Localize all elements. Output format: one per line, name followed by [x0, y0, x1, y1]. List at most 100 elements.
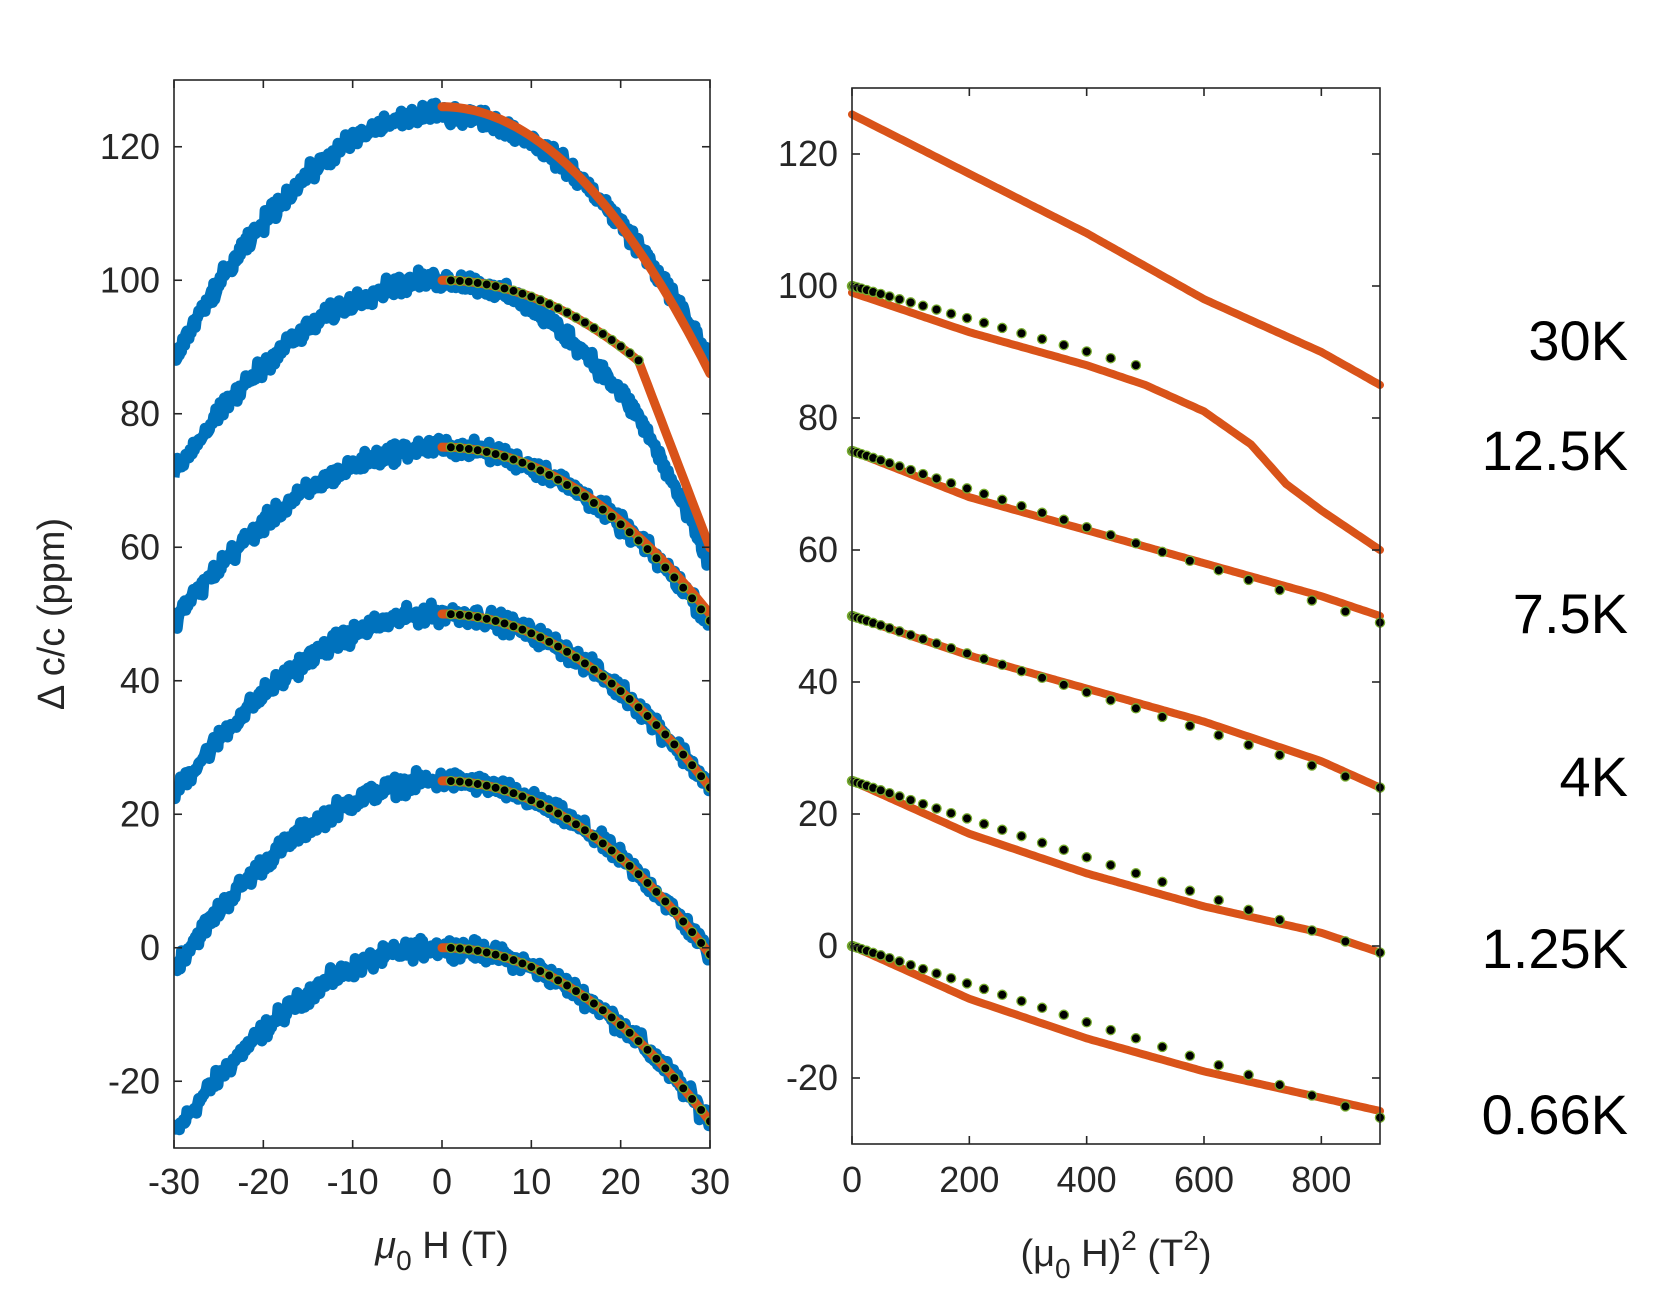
- fit-marker: [552, 641, 564, 652]
- fit-marker: [931, 638, 942, 649]
- fit-marker: [1243, 574, 1254, 586]
- left-plot-area: [174, 97, 710, 1136]
- fit-marker: [1016, 830, 1027, 842]
- fit-marker: [875, 950, 886, 961]
- fit-marker: [454, 943, 466, 954]
- fit-marker: [917, 798, 929, 810]
- fit-marker: [454, 609, 466, 621]
- fit-marker: [535, 632, 546, 643]
- fit-marker: [978, 488, 990, 500]
- right-x-tick-labels: 0 200 400 600 800: [842, 1159, 1351, 1200]
- fit-marker: [669, 905, 680, 917]
- right-y-tick-label: 40: [798, 661, 838, 702]
- fit-marker: [1306, 925, 1318, 936]
- fit-marker: [1340, 606, 1351, 617]
- fit-marker: [905, 629, 916, 641]
- fit-marker: [1213, 729, 1224, 741]
- right-x-tick-label: 200: [939, 1159, 999, 1200]
- fit-marker: [615, 685, 626, 697]
- fit-line: [848, 110, 1384, 389]
- fit-curve-right-1.25K: [848, 777, 1384, 957]
- fit-marker: [588, 322, 600, 334]
- fit-marker: [1184, 720, 1196, 732]
- fit-marker: [588, 664, 600, 675]
- fit-marker: [481, 947, 492, 958]
- fit-marker: [445, 608, 457, 620]
- fit-marker: [1058, 339, 1070, 351]
- fit-marker: [677, 582, 689, 593]
- right-y-tick-label: -20: [786, 1057, 838, 1098]
- fit-marker: [588, 497, 600, 509]
- fit-marker: [1184, 1050, 1196, 1062]
- right-x-tick-label: 800: [1291, 1159, 1351, 1200]
- right-x-tick-label: 0: [842, 1159, 862, 1200]
- fit-marker: [570, 652, 582, 663]
- left-y-tick-label: 100: [100, 259, 160, 300]
- fit-marker: [517, 457, 528, 468]
- fit-marker: [945, 972, 957, 984]
- fit-marker: [588, 998, 600, 1009]
- fit-marker: [1243, 904, 1254, 916]
- fit-marker: [561, 646, 573, 658]
- fit-marker: [651, 1053, 662, 1065]
- fit-marker: [490, 448, 501, 460]
- fit-marker: [624, 526, 635, 538]
- fit-marker: [660, 562, 671, 573]
- fit-marker: [499, 951, 510, 963]
- fit-marker: [579, 991, 591, 1003]
- fit-marker: [875, 288, 886, 300]
- fit-marker: [686, 593, 698, 604]
- fit-marker: [704, 949, 710, 960]
- fit-marker: [463, 944, 475, 955]
- right-y-tick-label: 20: [798, 793, 838, 834]
- fit-marker: [499, 618, 510, 629]
- fit-marker: [1058, 514, 1070, 526]
- fit-marker: [570, 985, 582, 997]
- fit-marker: [508, 954, 519, 966]
- fit-marker: [481, 446, 492, 458]
- fit-marker: [894, 626, 905, 637]
- left-panel: -30 -20 -10 0 10 20 30 -20 0 20 40 60 80 100 120 μ0 H…: [31, 79, 730, 1276]
- left-y-tick-label: 40: [120, 660, 160, 701]
- fit-marker: [1340, 771, 1351, 782]
- fit-marker: [606, 511, 617, 522]
- temperature-labels: 30K 12.5K 7.5K 4K 1.25K 0.66K: [1482, 309, 1628, 1146]
- fit-marker: [961, 312, 973, 324]
- fit-marker: [905, 297, 916, 308]
- temperature-label: 0.66K: [1482, 1083, 1628, 1146]
- fit-marker: [1213, 1059, 1224, 1071]
- fit-marker: [642, 1044, 653, 1056]
- left-y-tick-label: -20: [108, 1060, 160, 1101]
- fit-marker: [1105, 694, 1116, 706]
- fit-marker: [884, 291, 895, 302]
- left-x-tick-labels: -30 -20 -10 0 10 20 30: [148, 1161, 730, 1202]
- fit-marker: [615, 519, 626, 530]
- fit-marker: [1016, 665, 1027, 677]
- left-y-tick-labels: -20 0 20 40 60 80 100 120: [100, 126, 160, 1102]
- fit-marker: [1081, 687, 1092, 698]
- fit-marker: [945, 308, 957, 319]
- fit-marker: [499, 451, 510, 462]
- right-y-tick-label: 0: [818, 925, 838, 966]
- fit-marker: [561, 813, 573, 824]
- fit-marker: [543, 636, 555, 648]
- fit-marker: [686, 759, 698, 771]
- fit-marker: [1274, 914, 1285, 926]
- fit-marker: [1016, 328, 1027, 339]
- fit-line: [848, 777, 1384, 957]
- fit-marker: [517, 288, 528, 299]
- fit-marker: [463, 276, 475, 287]
- fit-marker: [570, 819, 582, 830]
- fit-marker: [615, 341, 626, 352]
- left-x-tick-label: 30: [690, 1161, 730, 1202]
- right-y-tick-label: 120: [778, 133, 838, 174]
- fit-marker: [669, 739, 680, 750]
- fit-markers-4K: [445, 608, 710, 793]
- temperature-label: 12.5K: [1482, 419, 1628, 482]
- fit-marker: [931, 304, 942, 315]
- fit-marker: [642, 710, 653, 722]
- fit-marker: [579, 491, 591, 502]
- fit-marker: [1274, 1079, 1285, 1091]
- fit-marker: [996, 659, 1008, 671]
- fit-marker: [1081, 852, 1092, 863]
